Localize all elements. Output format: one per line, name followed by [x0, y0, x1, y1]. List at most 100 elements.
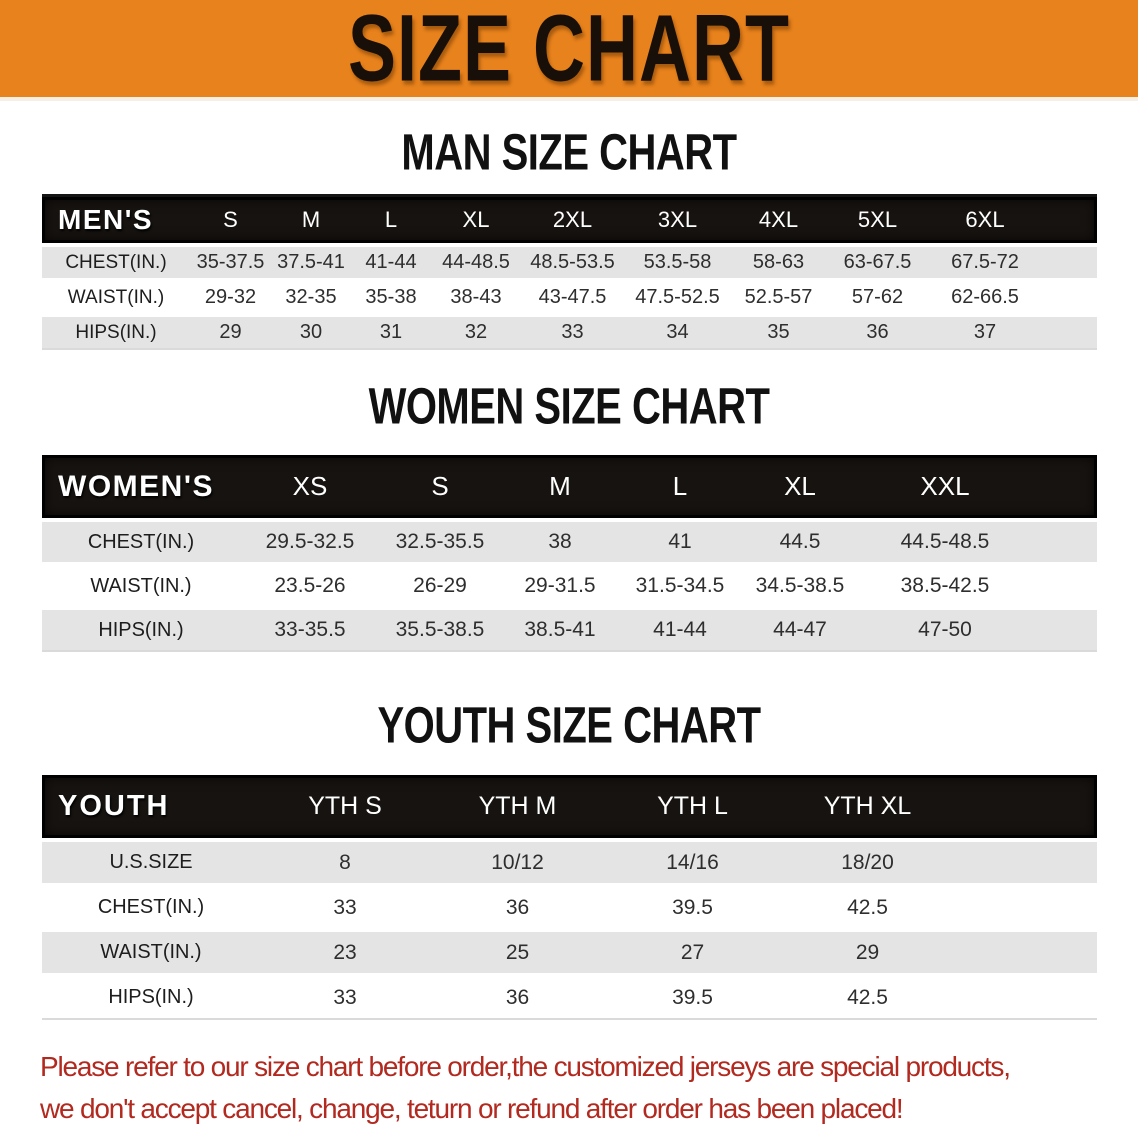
cell: 36 [505, 985, 530, 1009]
column-header: M [301, 207, 321, 232]
column-header: YTH XL [823, 792, 912, 820]
cell: 29.5-32.5 [265, 530, 355, 553]
table-row: WAIST(IN.) 23.5-26 26-29 29-31.5 31.5-34.5 34… [42, 566, 1097, 606]
cell: 38-43 [450, 286, 502, 308]
column-header: 5XL [857, 207, 898, 232]
row-label: WAIST(IN.) [67, 286, 165, 308]
column-header: L [384, 207, 398, 232]
cell: 38.5-41 [524, 618, 596, 641]
section-women: WOMEN SIZE CHART WOMEN'S XS S M L XL XXL CHEST(I… [0, 379, 1138, 652]
cell: 29-32 [204, 286, 257, 308]
column-header: XXL [920, 471, 970, 501]
cell: 53.5-58 [643, 251, 712, 273]
cell: 57-62 [851, 286, 904, 308]
cell: 32.5-35.5 [395, 530, 485, 553]
section-men: MAN SIZE CHART MEN'S S M L XL 2XL 3XL 4XL 5XL 6XL C… [0, 125, 1138, 350]
cell: 35-37.5 [196, 251, 265, 273]
cell: 23.5-26 [274, 574, 346, 597]
cell: 39.5 [672, 985, 713, 1009]
cell: 31.5-34.5 [635, 574, 725, 597]
section-heading-men: MAN SIZE CHART [401, 124, 737, 182]
banner-title: SIZE CHART [348, 0, 790, 102]
table-row: U.S.SIZE 8 10/12 14/16 18/20 [42, 842, 1097, 883]
women-size-table: WOMEN'S XS S M L XL XXL CHEST(IN.) 29.5-32.5 32.5… [42, 455, 1097, 652]
table-row: HIPS(IN.) 29 30 31 32 33 34 35 36 37 [42, 317, 1097, 348]
cell: 25 [505, 940, 530, 964]
cell: 33 [333, 895, 357, 919]
cell: 30 [299, 321, 323, 343]
table-row: WAIST(IN.) 29-32 32-35 35-38 38-43 43-47.5 47.… [42, 282, 1097, 313]
size-chart-banner: SIZE CHART [0, 0, 1138, 101]
row-label: HIPS(IN.) [108, 986, 194, 1008]
column-header: YTH S [308, 792, 382, 820]
column-header: L [672, 471, 688, 501]
table-header-row: WOMEN'S XS S M L XL XXL [42, 455, 1097, 518]
row-label: WAIST(IN.) [100, 941, 202, 963]
row-label: U.S.SIZE [109, 851, 193, 873]
cell: 29-31.5 [524, 574, 596, 597]
cell: 29 [855, 940, 880, 964]
cell: 14/16 [666, 850, 719, 874]
cell: 67.5-72 [951, 251, 1019, 273]
table-corner-label: YOUTH [58, 790, 170, 822]
column-header: M [549, 471, 571, 501]
column-header: 2XL [552, 207, 593, 232]
cell: 58-63 [752, 251, 805, 273]
cell: 42.5 [847, 985, 888, 1009]
cell: 44-48.5 [442, 251, 510, 273]
disclaimer-line-2: we don't accept cancel, change, teturn o… [40, 1093, 904, 1124]
cell: 31 [379, 321, 403, 343]
youth-size-table: YOUTH YTH S YTH M YTH L YTH XL U.S.SIZE 8 10/12… [42, 775, 1097, 1020]
cell: 63-67.5 [843, 251, 912, 273]
cell: 44-47 [773, 618, 827, 641]
cell: 48.5-53.5 [530, 251, 615, 273]
cell: 47-50 [918, 618, 972, 641]
column-header: 3XL [657, 207, 698, 232]
cell: 10/12 [491, 850, 544, 874]
table-row: HIPS(IN.) 33-35.5 35.5-38.5 38.5-41 41-44 44-… [42, 610, 1097, 650]
cell: 42.5 [847, 895, 888, 919]
cell: 36 [505, 895, 530, 919]
cell: 37 [973, 321, 997, 343]
row-label: HIPS(IN.) [75, 321, 157, 343]
column-header: YTH L [657, 792, 728, 820]
cell: 41 [668, 530, 692, 553]
cell: 23 [333, 940, 357, 964]
cell: 38.5-42.5 [900, 574, 990, 597]
cell: 43-47.5 [538, 286, 607, 308]
table-row: HIPS(IN.) 33 36 39.5 42.5 [42, 977, 1097, 1018]
cell: 41-44 [365, 251, 417, 273]
table-header-row: MEN'S S M L XL 2XL 3XL 4XL 5XL 6XL [42, 197, 1097, 243]
row-label: HIPS(IN.) [98, 618, 184, 641]
cell: 8 [339, 850, 351, 874]
cell: 29 [219, 321, 242, 343]
cell: 52.5-57 [744, 286, 813, 308]
column-header: XL [462, 207, 490, 232]
cell: 33 [333, 985, 357, 1009]
cell: 27 [680, 940, 705, 964]
cell: 62-66.5 [951, 286, 1019, 308]
men-size-table: MEN'S S M L XL 2XL 3XL 4XL 5XL 6XL CHEST(IN.) 35-37… [42, 194, 1097, 350]
column-header: XS [292, 471, 328, 501]
section-heading-youth: YOUTH SIZE CHART [377, 697, 761, 755]
cell: 35-38 [365, 286, 417, 308]
table-row: CHEST(IN.) 29.5-32.5 32.5-35.5 38 41 44.5 44.5… [42, 522, 1097, 562]
row-label: CHEST(IN.) [65, 251, 167, 273]
column-header: 4XL [758, 207, 799, 232]
row-label: WAIST(IN.) [90, 574, 192, 597]
cell: 34 [666, 321, 689, 343]
row-label: CHEST(IN.) [87, 530, 195, 553]
cell: 47.5-52.5 [635, 286, 720, 308]
column-header: YTH M [478, 792, 557, 820]
disclaimer: Please refer to our size chart before or… [40, 1046, 1138, 1130]
cell: 32-35 [285, 286, 337, 308]
column-header: S [431, 471, 449, 501]
column-header: XL [784, 471, 816, 501]
cell: 33-35.5 [274, 618, 346, 641]
row-label: CHEST(IN.) [97, 896, 205, 918]
cell: 37.5-41 [277, 251, 345, 273]
table-header-row: YOUTH YTH S YTH M YTH L YTH XL [42, 775, 1097, 838]
cell: 32 [464, 321, 488, 343]
cell: 35.5-38.5 [395, 618, 485, 641]
section-heading-women: WOMEN SIZE CHART [368, 378, 770, 436]
